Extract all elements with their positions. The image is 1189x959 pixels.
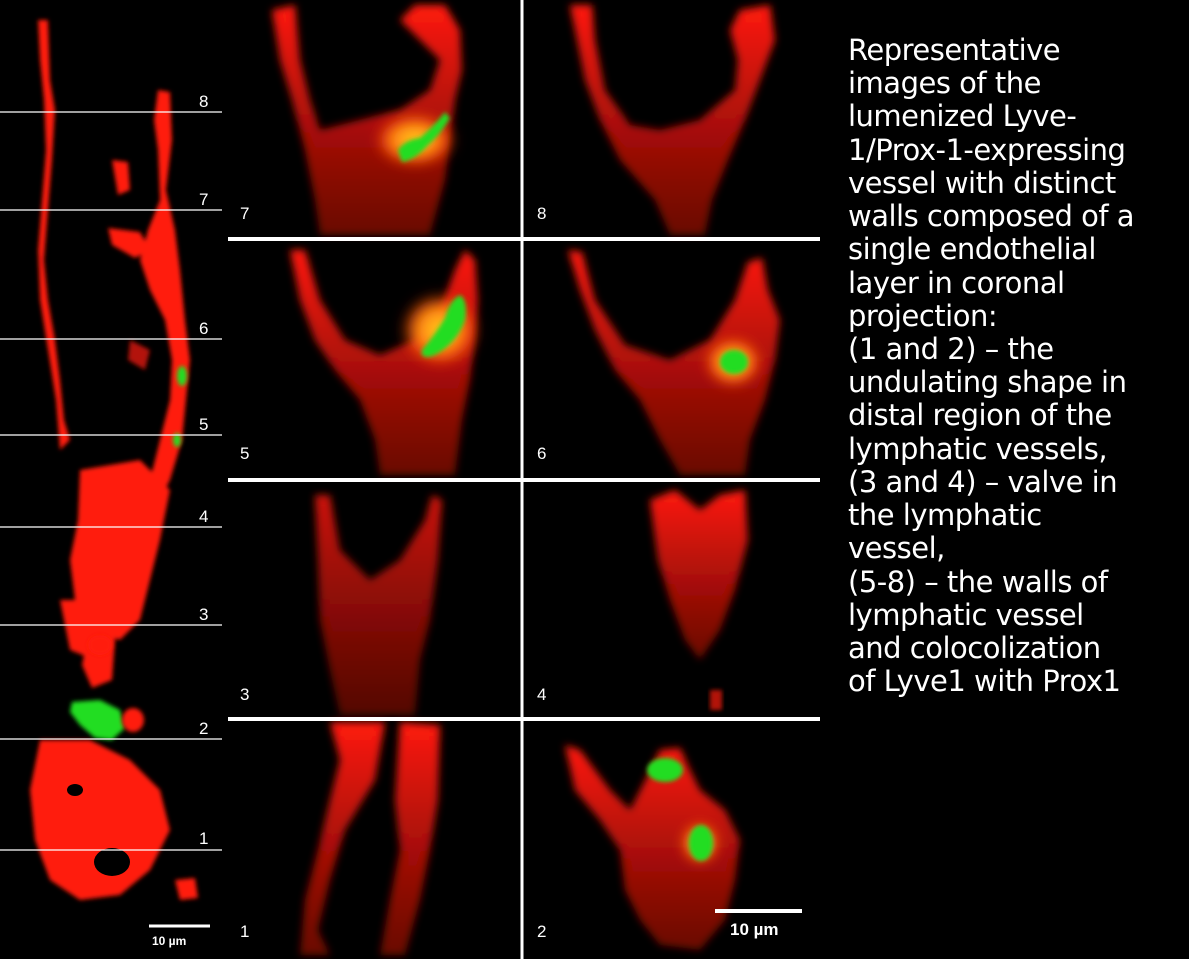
section-label-5: 5 — [199, 415, 209, 434]
caption-line: distal region of the — [848, 398, 1112, 433]
caption-line: lumenized Lyve- — [848, 99, 1077, 134]
section-label-6: 6 — [199, 319, 209, 338]
panel-label-5: 5 — [240, 444, 250, 463]
section-label-8: 8 — [199, 92, 209, 111]
caption-line: layer in coronal — [848, 265, 1065, 300]
caption-line: the lymphatic — [848, 498, 1042, 533]
panel-grid-dividers — [228, 0, 820, 959]
panel-label-3: 3 — [240, 685, 250, 704]
caption-line: single endothelial — [848, 232, 1096, 267]
section-label-3: 3 — [199, 605, 209, 624]
panel-label-8: 8 — [537, 204, 547, 223]
panel-label-6: 6 — [537, 444, 547, 463]
caption-line: lymphatic vessel — [848, 597, 1084, 632]
panel-label-4: 4 — [537, 685, 547, 704]
caption-line: lymphatic vessels, — [848, 431, 1108, 466]
panel-label-1: 1 — [240, 922, 250, 941]
caption-line: walls composed of a — [848, 199, 1135, 234]
section-label-7: 7 — [199, 190, 209, 209]
panel-scale-bar-label: 10 µm — [730, 920, 779, 939]
panel-label-7: 7 — [240, 204, 250, 223]
left-strip-image — [30, 20, 198, 900]
panel-1-image — [300, 722, 440, 955]
caption-line: (3 and 4) – valve in — [848, 464, 1118, 499]
section-label-4: 4 — [199, 507, 209, 526]
panel-7-image — [272, 5, 462, 235]
microscopy-figure — [0, 0, 820, 959]
panel-4-image — [650, 490, 748, 710]
caption-line: 1/Prox-1-expressing — [848, 132, 1126, 167]
left-scale-bar-label: 10 µm — [152, 934, 187, 948]
caption-line: images of the — [848, 66, 1041, 101]
panel-label-2: 2 — [537, 922, 547, 941]
caption-line: and colocolization — [848, 630, 1101, 665]
section-label-1: 1 — [199, 829, 209, 848]
caption-line: vessel with distinct — [848, 165, 1116, 200]
panel-6-image — [568, 250, 780, 475]
caption-line: of Lyve1 with Prox1 — [848, 664, 1121, 699]
section-label-2: 2 — [199, 719, 209, 738]
panel-2-image — [565, 745, 740, 950]
panel-3-image — [315, 495, 442, 715]
caption-line: Representative — [848, 33, 1061, 67]
caption-line: (5-8) – the walls of — [848, 564, 1108, 599]
panel-8-image — [570, 5, 775, 235]
caption-line: projection: — [848, 298, 998, 333]
caption-line: undulating shape in — [848, 365, 1127, 400]
caption-line: (1 and 2) – the — [848, 331, 1054, 366]
panel-5-image — [290, 250, 480, 475]
section-lines — [0, 111, 222, 851]
figure-caption: Representative images of the lumenized L… — [848, 33, 1178, 699]
caption-line: vessel, — [848, 531, 945, 566]
